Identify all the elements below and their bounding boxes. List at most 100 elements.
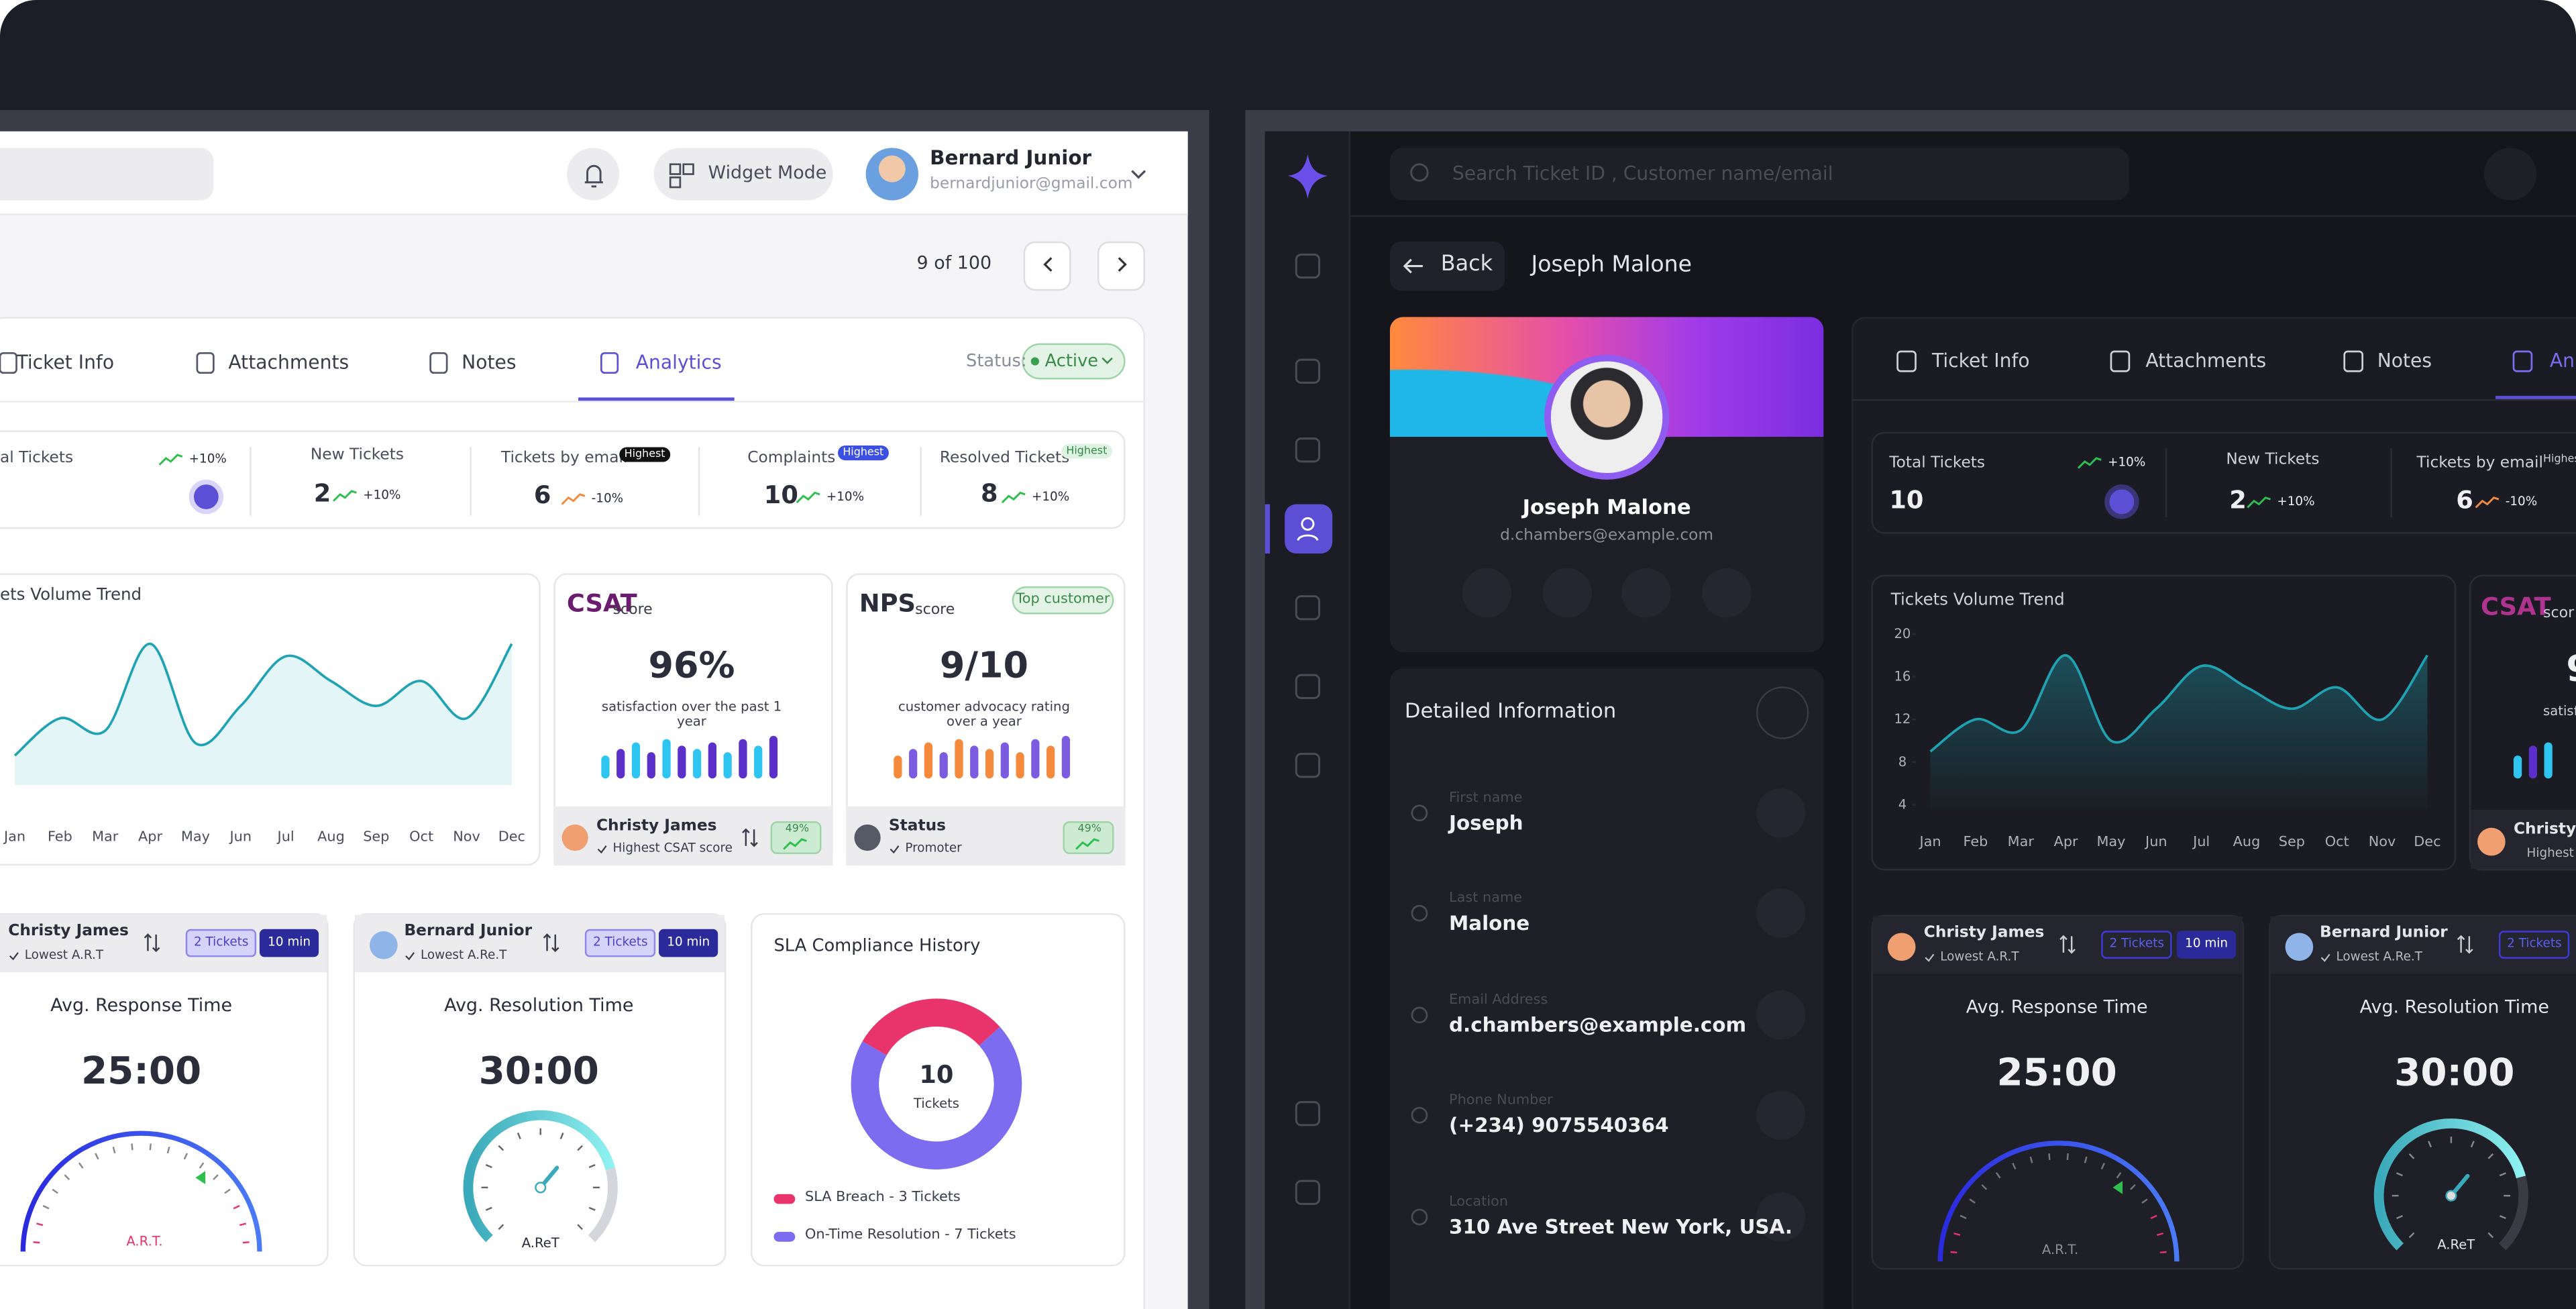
score-value: 9 (2566, 649, 2576, 691)
tab[interactable]: Notes (462, 350, 517, 374)
trend-card (0, 573, 541, 866)
stat-change: +10% (2108, 454, 2146, 470)
x-tick-label: May (180, 829, 210, 847)
profile-action[interactable] (1542, 568, 1593, 618)
x-tick-label: Feb (1963, 834, 1988, 851)
x-tick-label: Apr (2053, 834, 2078, 851)
stat-divider (920, 446, 922, 516)
time-pill: 10 min (659, 929, 718, 957)
x-tick-label: Mar (92, 829, 119, 847)
metric-value: 30:00 (478, 1051, 599, 1094)
person-name: Bernard Junior (2319, 924, 2448, 943)
x-tick-label: Jan (1919, 834, 1941, 851)
score-value: 9/10 (939, 645, 1029, 688)
metric-title: Avg. Response Time (50, 994, 233, 1016)
stat-label: Tickets by email (500, 449, 628, 468)
field-action[interactable] (1756, 1192, 1806, 1242)
score-suffix: score (915, 602, 955, 619)
back-label: Back (1440, 252, 1493, 277)
field-label: Last name (1449, 890, 1523, 907)
gauge-label: A.R.T. (2041, 1242, 2079, 1257)
x-tick-label: Jul (277, 829, 294, 847)
sidebar-indicator (1265, 504, 1271, 554)
next-button[interactable] (1097, 241, 1145, 291)
tab[interactable]: Ticket Info (16, 350, 115, 374)
stat-change: +10% (2277, 494, 2315, 509)
copy-button[interactable] (1756, 686, 1809, 739)
score-badge-text: 49% (1077, 821, 1102, 835)
score-badge (1063, 821, 1114, 854)
x-tick-label: Dec (2414, 834, 2441, 851)
person-note: Highest CSAT score (612, 840, 733, 855)
stat-label: Complaints (747, 449, 836, 468)
metric-value: 30:00 (2394, 1052, 2515, 1096)
score-caption: satisfaction over the past 1 year (601, 699, 782, 729)
field-action[interactable] (1756, 990, 1806, 1040)
score-badge-text: 49% (785, 821, 810, 835)
sidebar-active[interactable] (1285, 504, 1333, 554)
x-tick-label: Nov (2368, 834, 2396, 851)
tab[interactable]: Ticket Info (1932, 348, 2030, 372)
field-action[interactable] (1756, 1090, 1806, 1140)
stat-value: 10 (1889, 485, 1924, 515)
metric-value: 25:00 (1996, 1052, 2117, 1096)
sidebar (1265, 131, 1351, 1309)
legend-swatch (773, 1232, 796, 1242)
stat-icon (189, 479, 224, 515)
person-note: Lowest A.Re.T (420, 947, 507, 962)
x-tick-label: Nov (453, 829, 480, 847)
person-note: Promoter (905, 840, 962, 855)
notification-button[interactable] (2483, 148, 2537, 201)
profile-action[interactable] (1702, 568, 1752, 618)
x-tick-label: Jun (2145, 834, 2167, 851)
stat-divider (2165, 448, 2167, 518)
details-title: Detailed Information (1404, 697, 1617, 723)
trend-title: Tickets Volume Trend (1890, 591, 2065, 610)
notification-button[interactable] (566, 148, 620, 201)
widget-mode-label: Widget Mode (708, 162, 827, 184)
search-box[interactable] (0, 148, 214, 201)
metric-header (2270, 916, 2576, 974)
avatar (561, 824, 588, 851)
person-name: Christy James (596, 817, 717, 835)
avatar (370, 931, 398, 959)
stat-divider (250, 446, 252, 516)
pager: 9 of 100 (916, 252, 992, 274)
avatar (1887, 933, 1916, 961)
profile-action[interactable] (1621, 568, 1671, 618)
stat-value: 6 (533, 480, 551, 510)
person-name: Christy James (8, 922, 129, 941)
person-name: Status (888, 817, 947, 835)
field-action[interactable] (1756, 888, 1806, 938)
tab-underline (578, 397, 735, 401)
avatar (2285, 933, 2314, 961)
field-value: d.chambers@example.com (1449, 1013, 1747, 1037)
metric-value: 25:00 (80, 1051, 202, 1094)
stat-badge: Highest (619, 447, 670, 463)
tab[interactable]: Notes (2377, 348, 2432, 372)
details-card (1389, 668, 1824, 1309)
y-tick-label: 4 (1898, 797, 1907, 813)
profile-action[interactable] (1462, 568, 1512, 618)
tab-underline (2496, 395, 2576, 399)
prev-button[interactable] (1023, 241, 1071, 291)
tab[interactable]: Attachments (228, 350, 350, 374)
tab[interactable]: Analytics (635, 350, 722, 374)
stats-panel (1871, 431, 2576, 534)
stat-divider (470, 446, 472, 516)
score-value: 96% (648, 645, 735, 688)
field-value: Joseph (1449, 811, 1523, 835)
search-box[interactable] (1389, 148, 2129, 201)
field-label: First name (1449, 790, 1523, 807)
tab[interactable]: Attachments (2145, 348, 2267, 372)
x-tick-label: Jan (3, 829, 26, 847)
person-note: Lowest A.R.T (1940, 949, 2019, 964)
stat-change: +10% (1031, 488, 1070, 504)
x-tick-label: Sep (2278, 834, 2305, 851)
field-action[interactable] (1756, 788, 1806, 838)
profile-avatar (1544, 354, 1670, 480)
legend-swatch (773, 1194, 796, 1204)
tab[interactable]: An (2549, 348, 2575, 372)
stat-label: New Tickets (310, 446, 404, 464)
